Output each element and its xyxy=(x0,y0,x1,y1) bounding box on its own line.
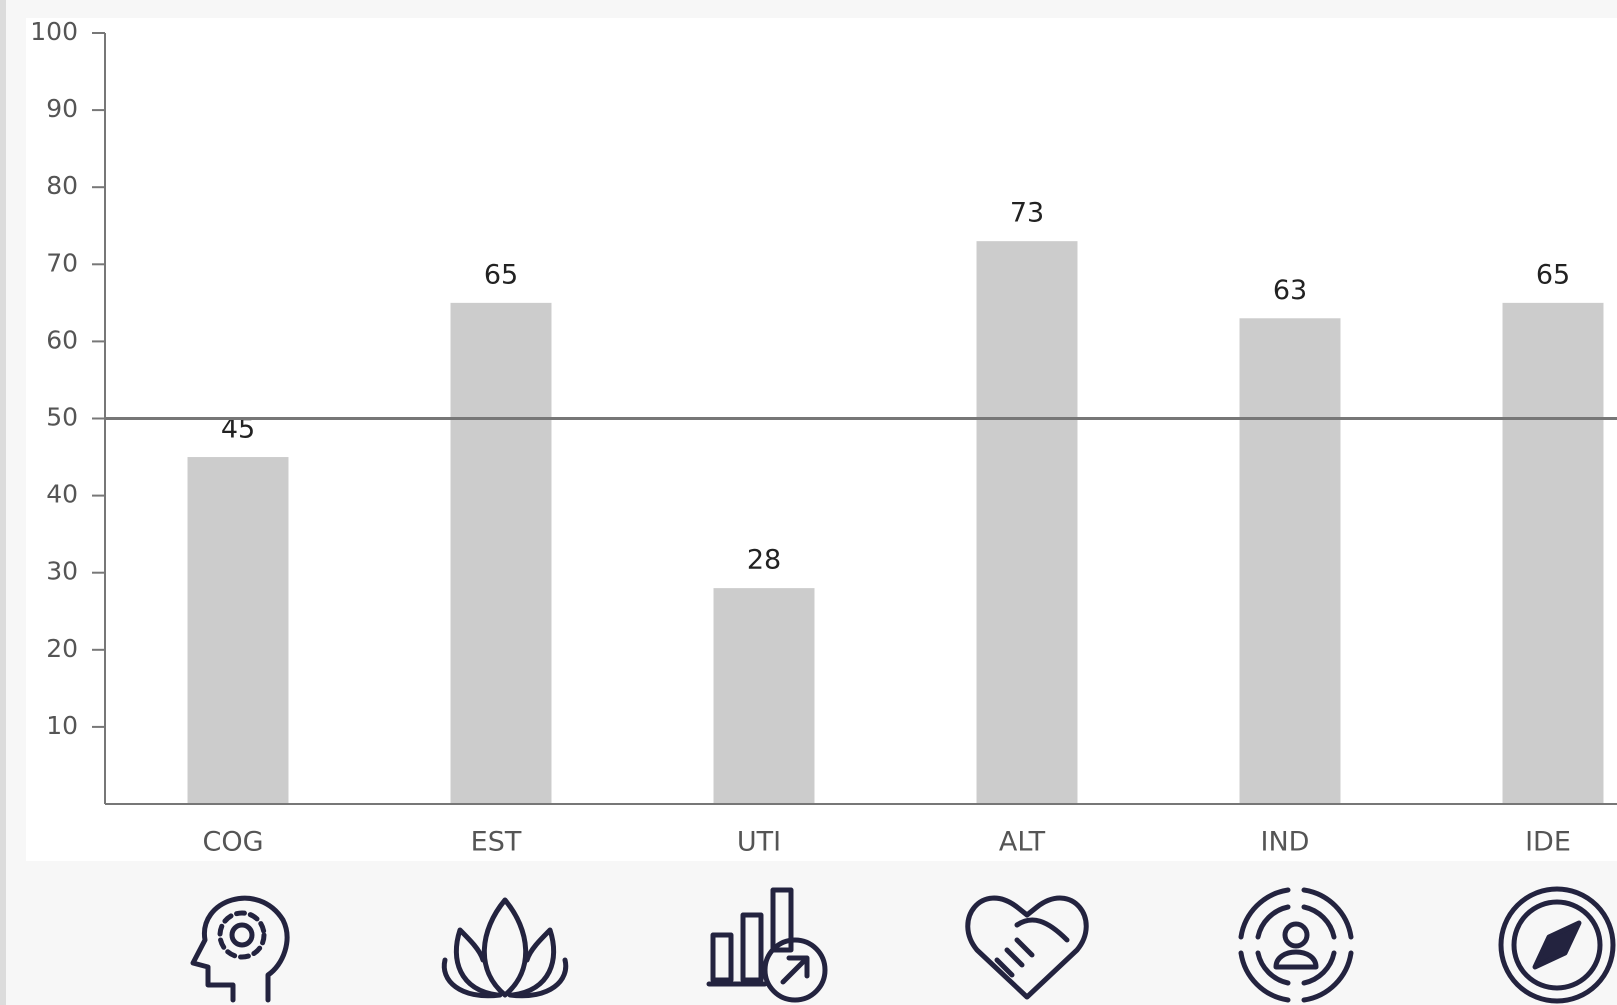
y-tick-label: 50 xyxy=(46,403,78,432)
value-label: 28 xyxy=(747,545,781,576)
value-label: 73 xyxy=(1010,198,1044,229)
bar xyxy=(1502,302,1604,804)
x-tick-label: IND xyxy=(1261,827,1310,858)
icon-head-gear xyxy=(190,895,290,1003)
y-tick-label: 30 xyxy=(46,557,78,586)
bar xyxy=(450,302,552,804)
bar xyxy=(713,588,815,804)
left-border xyxy=(0,0,6,1005)
x-tick-label: EST xyxy=(471,827,522,858)
icon-row xyxy=(190,886,1616,1004)
y-tick-label: 90 xyxy=(46,94,78,123)
icon-lotus xyxy=(441,897,569,999)
bar xyxy=(1239,318,1341,804)
x-tick-label: ALT xyxy=(999,827,1046,858)
bar xyxy=(976,241,1078,805)
x-tick-label: UTI xyxy=(737,827,781,858)
x-tick-label: IDE xyxy=(1525,827,1571,858)
x-tick-label: COG xyxy=(202,827,263,858)
chart-panel xyxy=(26,18,1617,861)
chart: 10203040506070809010045COG65EST28UTI73AL… xyxy=(30,17,1617,858)
icon-compass xyxy=(1498,886,1616,1004)
y-tick-label: 100 xyxy=(30,17,78,46)
icon-heart-handshake xyxy=(965,895,1089,1000)
y-tick-label: 40 xyxy=(46,480,78,509)
y-tick-label: 20 xyxy=(46,634,78,663)
icon-target-person xyxy=(1238,887,1354,1003)
value-label: 63 xyxy=(1273,275,1307,306)
value-label: 65 xyxy=(484,259,518,290)
y-tick-label: 70 xyxy=(46,248,78,277)
icon-bar-growth xyxy=(706,887,828,1003)
y-tick-label: 60 xyxy=(46,325,78,354)
bar xyxy=(187,457,289,804)
value-label: 65 xyxy=(1536,259,1570,290)
y-tick-label: 80 xyxy=(46,171,78,200)
y-tick-label: 10 xyxy=(46,711,78,740)
